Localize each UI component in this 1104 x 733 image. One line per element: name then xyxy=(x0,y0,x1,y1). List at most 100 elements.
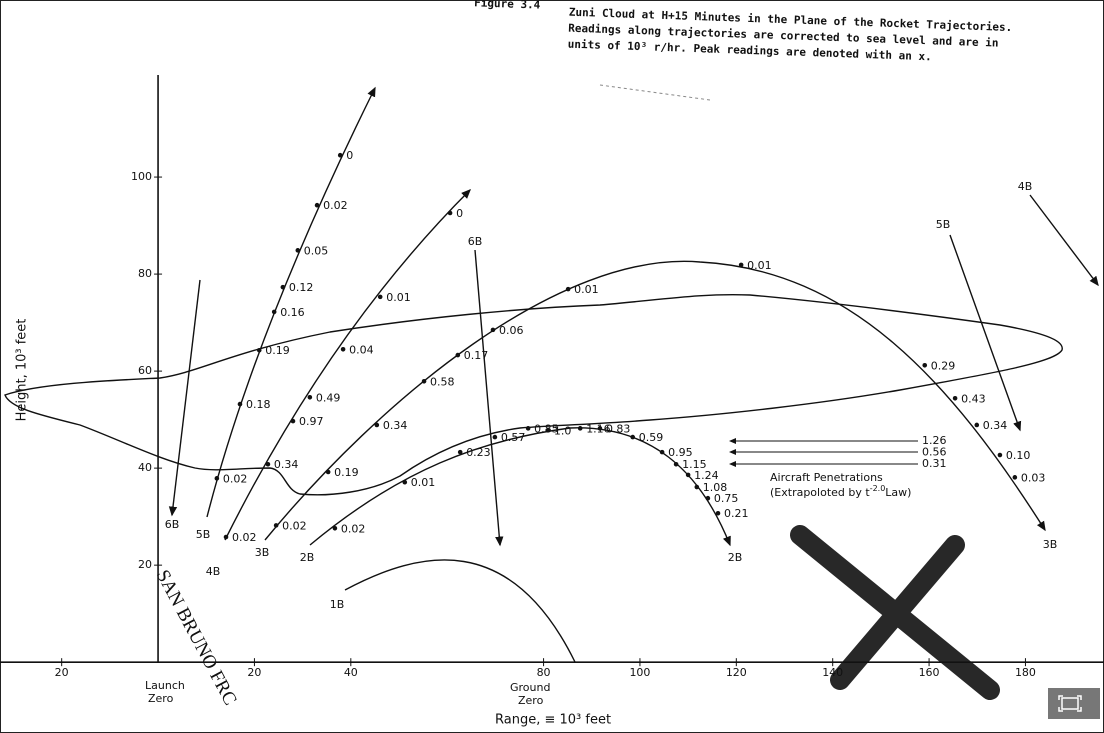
trajectory xyxy=(309,427,731,547)
reading-point xyxy=(659,449,665,455)
reading-label: 0.02 xyxy=(232,531,257,544)
annotation: Ground xyxy=(510,681,550,694)
reading-point xyxy=(325,469,331,475)
aircraft-reading: 0.56 xyxy=(922,446,947,459)
trajectory-label: 5B xyxy=(936,218,951,231)
reading-point xyxy=(738,262,744,268)
reading-label: 0.34 xyxy=(383,419,408,432)
reading-label: 0 xyxy=(456,207,463,220)
reading-label: 1.0 xyxy=(554,424,572,437)
reading-point xyxy=(374,422,380,428)
annotation: Launch xyxy=(145,679,185,692)
reading-point xyxy=(377,294,383,300)
reading-label: 0.03 xyxy=(1021,471,1045,484)
reading-point xyxy=(974,422,980,428)
reading-label: 0.49 xyxy=(316,391,341,404)
scan-mark xyxy=(599,84,711,101)
reading-label: 1.24 xyxy=(694,469,719,482)
annotation: Zero xyxy=(518,694,544,707)
reading-point xyxy=(421,378,427,384)
trajectory-label: 3B xyxy=(1043,538,1058,551)
figure-label: Figure 3.4 xyxy=(474,0,541,12)
aircraft-reading: 0.31 xyxy=(922,457,947,470)
x-tick-label: 20 xyxy=(247,666,261,679)
reading-label: 0.17 xyxy=(464,349,489,362)
reading-point xyxy=(290,418,296,424)
reading-label: 0.01 xyxy=(747,259,772,272)
reading-point xyxy=(280,284,286,290)
reading-label: 1.15 xyxy=(682,458,707,471)
trajectory xyxy=(264,260,1046,541)
reading-point xyxy=(340,346,346,352)
reading-point xyxy=(565,286,571,292)
reading-label: 0.21 xyxy=(724,507,749,520)
reading-label: 0.02 xyxy=(282,519,307,532)
trajectory xyxy=(224,189,471,541)
reading-point xyxy=(490,327,496,333)
trajectory-label: 1B xyxy=(330,598,345,611)
trajectory xyxy=(1029,194,1099,287)
reading-label: 0.29 xyxy=(931,359,956,372)
reading-label: 0.10 xyxy=(1006,449,1031,462)
y-tick-label: 100 xyxy=(131,170,152,183)
reading-point xyxy=(694,484,700,490)
reading-point xyxy=(223,534,229,540)
x-tick-label: 180 xyxy=(1015,666,1036,679)
reading-label: 0 xyxy=(346,149,353,162)
reading-point xyxy=(457,449,463,455)
trajectory xyxy=(344,559,576,663)
reading-point xyxy=(597,426,603,431)
annotation: (Extrapoloted by t-2.0Law) xyxy=(770,484,911,500)
reading-label: 0.58 xyxy=(430,375,455,388)
x-tick-label: 40 xyxy=(344,666,358,679)
reading-point xyxy=(214,476,220,481)
reading-point xyxy=(1012,475,1018,480)
reading-label: 0.57 xyxy=(501,431,526,444)
reading-point xyxy=(295,248,301,253)
trajectory xyxy=(474,249,504,547)
trajectory xyxy=(949,234,1022,432)
y-axis-label: Height, 10³ feet xyxy=(15,319,30,422)
trajectory-label: 4B xyxy=(206,565,221,578)
reading-label: 0.43 xyxy=(961,392,986,405)
reading-point xyxy=(273,523,279,528)
reading-point xyxy=(685,472,691,478)
stamp-cross xyxy=(790,525,1000,700)
reading-point xyxy=(455,352,461,358)
trajectory-label: 5B xyxy=(196,528,211,541)
reading-point xyxy=(307,395,313,400)
reading-point xyxy=(673,461,679,467)
reading-point xyxy=(705,495,711,501)
reading-point xyxy=(271,309,277,315)
trajectory-label: 3B xyxy=(255,546,270,559)
reading-point xyxy=(402,479,408,485)
fullscreen-button[interactable] xyxy=(1048,688,1100,719)
cloud-outline xyxy=(4,293,1063,496)
y-tick-label: 80 xyxy=(138,267,152,280)
annotation: Zero xyxy=(148,692,174,705)
reading-point xyxy=(577,426,583,431)
trajectory-label: 2B xyxy=(300,551,315,564)
trajectory xyxy=(206,86,376,518)
reading-label: 0.16 xyxy=(280,306,305,319)
reading-point xyxy=(630,434,636,440)
plot: 20 20 40 80 100 120 140 160 180 20 40 60 80 100 0.02 0.… xyxy=(0,75,1104,679)
reading-point xyxy=(237,401,243,407)
x-tick-label: 100 xyxy=(629,666,650,679)
reading-point xyxy=(997,452,1003,458)
x-tick-label: 120 xyxy=(726,666,747,679)
reading-label: 0.34 xyxy=(983,419,1008,432)
reading-point xyxy=(332,525,338,531)
reading-point xyxy=(314,202,320,208)
reading-label: 0.02 xyxy=(223,472,248,485)
reading-label: 0.59 xyxy=(639,431,664,444)
reading-label: 0.12 xyxy=(289,281,314,294)
trajectory xyxy=(168,279,201,517)
x-tick-label: 140 xyxy=(822,666,843,679)
y-tick-label: 60 xyxy=(138,364,152,377)
reading-label: 0.01 xyxy=(574,283,599,296)
reading-label: 0.05 xyxy=(304,244,329,257)
x-tick-label: 20 xyxy=(55,666,69,679)
trajectory-label: 6B xyxy=(165,518,180,531)
annotation: Aircraft Penetrations xyxy=(770,471,883,484)
